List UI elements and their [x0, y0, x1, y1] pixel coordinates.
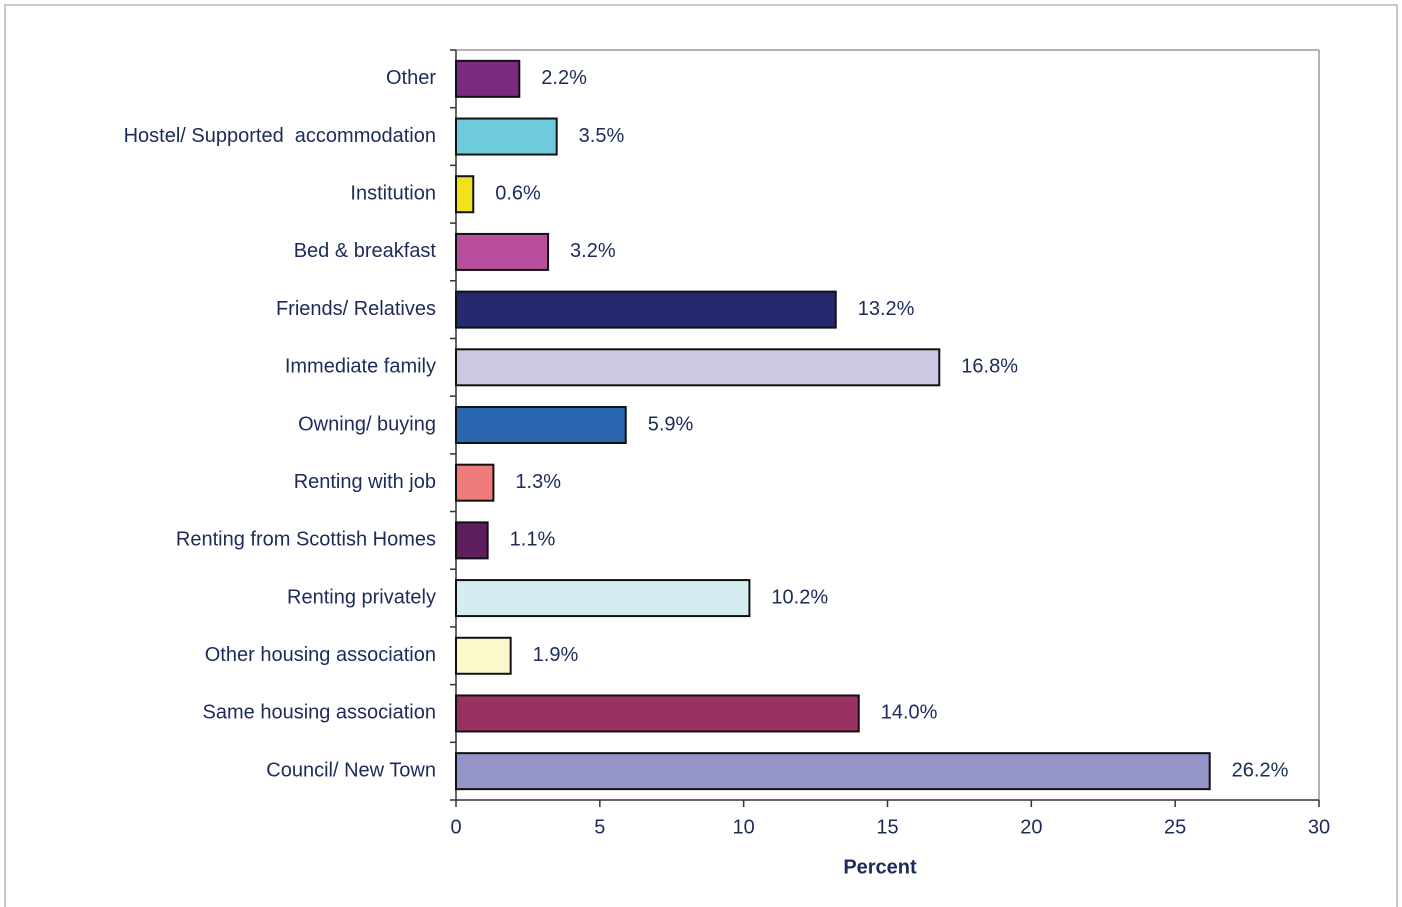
y-tick-label: Institution	[350, 183, 436, 205]
x-tick-label: 5	[594, 816, 605, 838]
y-tick-label: Other housing association	[205, 644, 436, 666]
x-tick-label: 30	[1308, 816, 1330, 838]
x-tick-label: 0	[450, 816, 461, 838]
bar	[455, 521, 489, 560]
data-label: 5.9%	[648, 413, 694, 435]
y-tick-label: Immediate family	[285, 356, 436, 378]
data-label: 3.2%	[570, 240, 616, 262]
data-label: 14.0%	[881, 702, 938, 724]
x-tick-label: 10	[733, 816, 755, 838]
y-tick-label: Other	[386, 67, 436, 89]
bar	[455, 117, 558, 156]
x-tick-label: 25	[1164, 816, 1186, 838]
data-label: 26.2%	[1232, 759, 1289, 781]
y-tick-label: Hostel/ Supported accommodation	[124, 125, 436, 147]
bar	[455, 406, 627, 444]
data-label: 10.2%	[771, 586, 828, 608]
bar	[455, 694, 860, 733]
bar	[455, 175, 475, 214]
data-label: 3.5%	[579, 125, 625, 147]
y-tick-label: Same housing association	[203, 702, 436, 724]
y-tick-label: Owning/ buying	[298, 413, 436, 435]
bar	[455, 59, 521, 98]
data-label: 13.2%	[858, 298, 915, 320]
data-label: 2.2%	[541, 67, 587, 89]
x-tick-label: 15	[876, 816, 898, 838]
bar	[455, 348, 941, 387]
bar	[455, 579, 751, 618]
y-tick-label: Council/ New Town	[266, 759, 436, 781]
y-tick-label: Renting from Scottish Homes	[176, 529, 436, 551]
bar	[455, 752, 1211, 791]
bar	[455, 290, 837, 329]
y-tick-label: Bed & breakfast	[294, 240, 437, 262]
y-tick-label: Friends/ Relatives	[276, 298, 436, 320]
x-axis-label: Percent	[843, 856, 917, 878]
bar	[455, 636, 512, 675]
data-label: 1.1%	[510, 529, 556, 551]
bar	[455, 232, 550, 271]
y-tick-label: Renting with job	[294, 471, 436, 493]
data-label: 1.3%	[515, 471, 561, 493]
data-label: 16.8%	[961, 356, 1018, 378]
bar	[455, 463, 495, 502]
x-tick-label: 20	[1020, 816, 1042, 838]
data-label: 1.9%	[533, 644, 579, 666]
y-tick-label: Renting privately	[287, 586, 436, 608]
data-label: 0.6%	[495, 183, 541, 205]
